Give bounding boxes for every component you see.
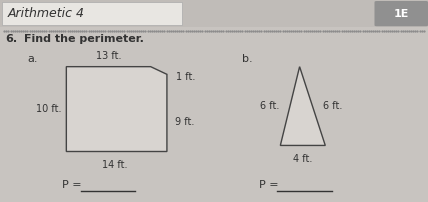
Polygon shape <box>66 67 167 152</box>
Text: 1 ft.: 1 ft. <box>176 72 196 82</box>
Text: Arithmetic 4: Arithmetic 4 <box>8 7 85 20</box>
Text: 6 ft.: 6 ft. <box>260 101 279 111</box>
Text: 6.: 6. <box>5 34 17 44</box>
FancyBboxPatch shape <box>374 1 428 26</box>
Text: 9 ft.: 9 ft. <box>175 117 194 127</box>
Text: P =: P = <box>259 180 279 190</box>
Text: 10 ft.: 10 ft. <box>36 104 61 114</box>
Text: 1E: 1E <box>394 9 409 19</box>
Text: Find the perimeter.: Find the perimeter. <box>24 34 143 44</box>
Text: 4 ft.: 4 ft. <box>293 154 312 164</box>
Text: 6 ft.: 6 ft. <box>323 101 342 111</box>
Text: 14 ft.: 14 ft. <box>102 160 128 170</box>
Text: 13 ft.: 13 ft. <box>96 50 121 61</box>
Text: P =: P = <box>62 180 82 190</box>
Text: a.: a. <box>28 54 39 64</box>
Text: b.: b. <box>242 54 253 64</box>
Polygon shape <box>280 67 325 145</box>
Bar <box>2 2 182 25</box>
Bar <box>0 0 428 27</box>
